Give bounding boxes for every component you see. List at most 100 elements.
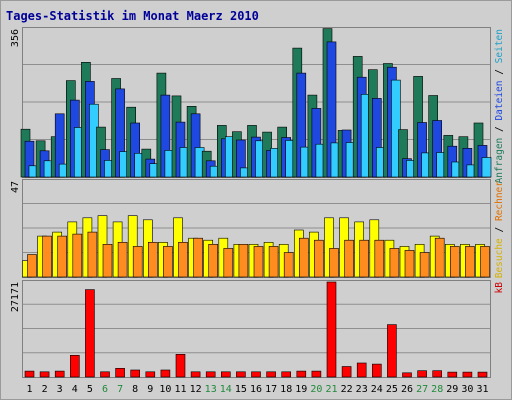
- bar-kb-day-5: [85, 289, 95, 378]
- series-label-besuche: Besuche: [494, 238, 505, 278]
- x-tick-label-4: 4: [72, 384, 78, 395]
- x-tick-label-29: 29: [446, 384, 458, 395]
- x-tick-label-28: 28: [431, 384, 443, 395]
- panels: 356 Anfragen / Dateien / Seiten 47 Besuche …: [10, 27, 505, 378]
- bar-rechner-day-25: [389, 248, 400, 278]
- bar-rechner-day-30: [465, 246, 475, 278]
- x-axis-tick-labels: 1 2 3 4 5 6 7 8 9 10 11 12 13 14 15 16 17 18 19 20 21 22 23 24 2…: [26, 384, 488, 395]
- bar-kb-day-18: [281, 371, 292, 378]
- x-tick-label-12: 12: [190, 384, 202, 395]
- bar-kb-day-19: [296, 370, 307, 378]
- bar-kb-day-17: [266, 371, 276, 378]
- series-label-dateien: Dateien: [494, 81, 505, 121]
- chart-title: Tages-Statistik im Monat Maerz 2010: [6, 9, 259, 23]
- bar-rechner-day-6: [102, 244, 113, 278]
- bar-kb-day-12: [190, 371, 201, 378]
- y-max-label: 47: [10, 181, 21, 193]
- x-tick-label-25: 25: [386, 384, 398, 395]
- x-tick-label-20: 20: [310, 384, 322, 395]
- bar-rechner-day-9: [148, 242, 158, 278]
- bar-rechner-day-19: [298, 237, 309, 278]
- x-tick-label-21: 21: [325, 384, 337, 395]
- bar-kb-day-7: [115, 367, 125, 378]
- series-label-rechner: Rechner: [494, 181, 505, 221]
- bar-rechner-day-24: [374, 239, 385, 278]
- series-label-seiten: Seiten: [494, 29, 505, 63]
- x-tick-label-2: 2: [42, 384, 48, 395]
- bar-kb-day-28: [432, 370, 443, 378]
- series-label-anfragen: Anfragen: [494, 138, 505, 184]
- bar-rechner-day-7: [117, 242, 128, 278]
- bar-kb-day-10: [160, 369, 171, 378]
- bar-rechner-day-2: [42, 235, 52, 278]
- bar-rechner-day-16: [253, 246, 264, 278]
- bar-rechner-day-21: [329, 248, 339, 278]
- bar-rechner-day-15: [238, 244, 249, 278]
- label-separator: /: [494, 63, 505, 80]
- panel-top: 356 Anfragen / Dateien / Seiten: [10, 27, 505, 183]
- bar-kb-day-22: [341, 366, 352, 378]
- bar-seiten-day-25: [391, 79, 401, 178]
- x-tick-label-3: 3: [57, 384, 63, 395]
- x-tick-label-24: 24: [371, 384, 383, 395]
- x-tick-label-14: 14: [220, 384, 232, 395]
- bar-rechner-day-28: [434, 237, 445, 278]
- x-tick-label-7: 7: [117, 384, 123, 395]
- bar-kb-day-23: [356, 362, 367, 378]
- bar-besuche-day-21: [324, 217, 334, 278]
- x-tick-label-22: 22: [341, 384, 353, 395]
- x-tick-label-27: 27: [416, 384, 428, 395]
- bar-kb-day-6: [100, 371, 110, 378]
- bar-kb-day-2: [39, 371, 50, 378]
- bar-kb-day-27: [417, 370, 427, 378]
- x-tick-label-1: 1: [26, 384, 32, 395]
- x-tick-label-26: 26: [401, 384, 413, 395]
- bar-kb-day-21: [326, 281, 337, 378]
- bar-rechner-day-12: [193, 237, 203, 278]
- bar-kb-day-16: [251, 371, 261, 378]
- bar-rechner-day-18: [283, 252, 294, 278]
- x-tick-label-17: 17: [265, 384, 277, 395]
- bar-rechner-day-26: [404, 250, 415, 278]
- x-tick-label-11: 11: [174, 384, 186, 395]
- bar-kb-day-4: [70, 354, 80, 378]
- bar-rechner-day-14: [223, 248, 234, 278]
- bar-kb-day-13: [205, 371, 216, 378]
- bar-rechner-day-11: [178, 242, 188, 278]
- bar-kb-day-29: [447, 371, 458, 378]
- bar-rechner-day-23: [359, 239, 370, 278]
- right-series-labels: kB: [494, 282, 505, 294]
- x-tick-label-6: 6: [102, 384, 108, 395]
- label-separator: /: [494, 221, 505, 238]
- bar-rechner-day-31: [480, 246, 490, 278]
- bar-kb-day-26: [402, 372, 412, 378]
- series-label-kb: kB: [494, 282, 505, 294]
- bar-rechner-day-22: [344, 239, 354, 278]
- label-separator: /: [494, 121, 505, 138]
- panel-bottom: 27171 kB: [10, 280, 505, 378]
- x-tick-label-31: 31: [476, 384, 488, 395]
- x-tick-label-30: 30: [461, 384, 473, 395]
- bar-kb-day-11: [175, 353, 186, 378]
- bar-kb-day-1: [24, 370, 35, 378]
- bar-rechner-day-29: [449, 246, 460, 278]
- x-tick-label-18: 18: [280, 384, 292, 395]
- x-tick-label-23: 23: [356, 384, 368, 395]
- bar-rechner-day-10: [163, 246, 173, 278]
- x-tick-label-5: 5: [87, 384, 93, 395]
- bar-rechner-day-17: [268, 246, 279, 278]
- y-max-label: 27171: [10, 282, 21, 312]
- panel-middle: 47 Besuche / Rechner: [10, 179, 505, 278]
- bar-seiten-day-31: [481, 157, 492, 178]
- bar-kb-day-24: [371, 363, 382, 378]
- bar-rechner-day-5: [87, 231, 98, 278]
- bar-rechner-day-1: [27, 254, 37, 278]
- right-series-labels: Anfragen / Dateien / Seiten: [494, 29, 505, 183]
- bar-rechner-day-4: [72, 233, 83, 278]
- bar-kb-day-8: [130, 369, 140, 378]
- x-tick-label-15: 15: [235, 384, 247, 395]
- x-tick-label-9: 9: [147, 384, 153, 395]
- bar-kb-day-20: [311, 370, 322, 378]
